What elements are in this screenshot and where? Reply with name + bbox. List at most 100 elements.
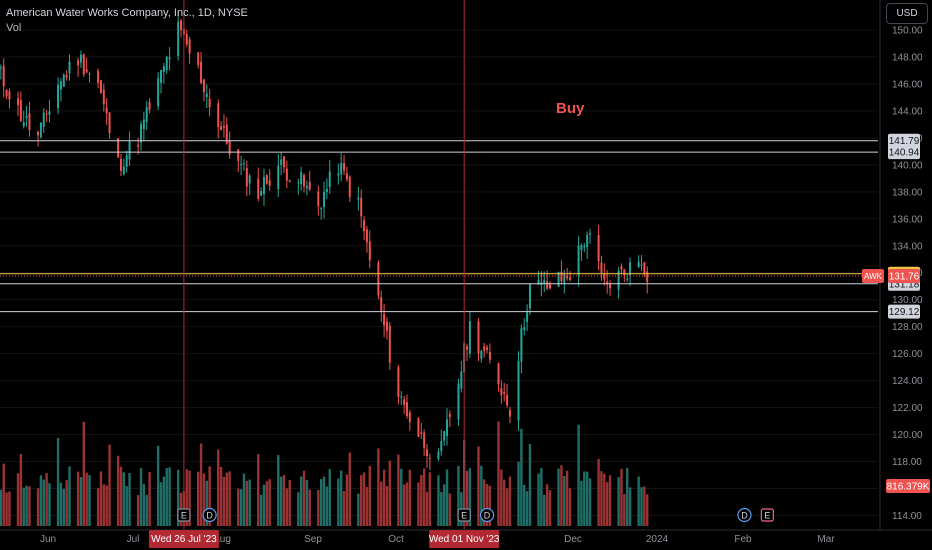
volume-bar (342, 491, 346, 526)
volume-bar (583, 471, 586, 526)
candle (640, 264, 643, 266)
volume-bar (422, 468, 426, 526)
candle (443, 431, 446, 441)
volume-bar (560, 465, 563, 526)
volume-bar (185, 469, 188, 526)
volume-bar (239, 489, 243, 526)
volume-bar (500, 469, 503, 526)
volume-bar (202, 473, 206, 526)
candle (59, 81, 62, 90)
dividend-marker[interactable]: D (202, 507, 217, 523)
volume-bar (199, 443, 203, 526)
volume-bar (480, 465, 483, 526)
candle (426, 449, 428, 457)
time-tick-label: Feb (734, 534, 752, 545)
volume-bar (623, 494, 626, 526)
candle (22, 122, 25, 127)
candle (517, 361, 520, 421)
candle (626, 278, 629, 280)
volume-bar (128, 473, 131, 526)
price-tick-label: 130.00 (892, 295, 923, 306)
candle (119, 159, 122, 171)
volume-bar (305, 479, 309, 526)
volume-bar (5, 492, 8, 526)
candle (597, 235, 600, 262)
volume-bar (8, 491, 11, 526)
volume-bar (317, 490, 320, 526)
volume-bar (568, 488, 572, 526)
buy-annotation: Buy (556, 100, 585, 117)
last-price-label: 131.76 (889, 271, 920, 282)
dividend-marker[interactable]: D (479, 507, 495, 523)
candle (122, 166, 125, 175)
candle (548, 283, 551, 289)
candle (228, 140, 231, 155)
horizontal-levels (0, 140, 878, 313)
candle (283, 156, 285, 168)
volume-bar (96, 488, 100, 526)
currency-button[interactable]: USD (886, 3, 928, 24)
candle (497, 363, 500, 385)
candle (566, 275, 569, 279)
candle (162, 66, 165, 73)
volume-bar (19, 453, 23, 526)
earnings-marker[interactable]: E (760, 508, 774, 522)
volume-bar (503, 479, 506, 526)
earnings-marker[interactable]: E (177, 508, 191, 522)
candle (200, 61, 203, 83)
candle (280, 159, 283, 165)
candle (586, 234, 589, 248)
candle (383, 313, 386, 326)
volume-bar (408, 469, 412, 526)
candle (85, 69, 88, 73)
candle (457, 383, 460, 420)
time-tick-label: Sep (304, 534, 322, 545)
volume-bar (68, 466, 71, 526)
earnings-marker[interactable]: E (457, 508, 471, 522)
candle (202, 79, 205, 93)
date-marker-badge (148, 530, 219, 548)
candle (140, 124, 142, 143)
level-price-label: 129.12 (889, 307, 920, 318)
volume-bar (525, 491, 529, 526)
candle (68, 61, 71, 74)
candle (337, 173, 340, 176)
volume-bar (176, 469, 180, 526)
candle (577, 245, 580, 276)
volume-bar (537, 473, 540, 526)
volume-bar (257, 454, 260, 526)
symbol-badge: AWK (864, 272, 883, 281)
candle (523, 327, 526, 331)
volume-bar (102, 484, 106, 526)
volume-bar (156, 445, 160, 526)
price-tick-label: 136.00 (892, 214, 923, 225)
volume-bar (420, 475, 423, 526)
volume-bar (485, 484, 489, 526)
volume-bar (88, 475, 91, 526)
candle (488, 351, 491, 360)
candle (217, 103, 220, 128)
candle (220, 126, 223, 131)
candle (403, 399, 406, 405)
candle (117, 138, 120, 158)
candle (245, 167, 248, 187)
candle (428, 458, 431, 460)
volume-bar (523, 484, 526, 526)
earnings-marker-box (760, 508, 774, 522)
volume-bar (288, 479, 291, 526)
volume-bar (477, 446, 480, 526)
volume-bar (165, 468, 168, 526)
volume-bar (148, 471, 151, 526)
candle (623, 269, 626, 276)
candle (417, 418, 420, 437)
volume-bar (646, 494, 649, 526)
earnings-marker-box (457, 508, 471, 522)
price-tick-label: 138.00 (892, 187, 923, 198)
volume-bar (282, 474, 286, 526)
dividend-marker[interactable]: D (737, 507, 752, 523)
event-marker-label: E (461, 511, 467, 521)
volume-bar (16, 473, 20, 526)
volume-bar (48, 483, 51, 526)
candle (503, 391, 506, 394)
